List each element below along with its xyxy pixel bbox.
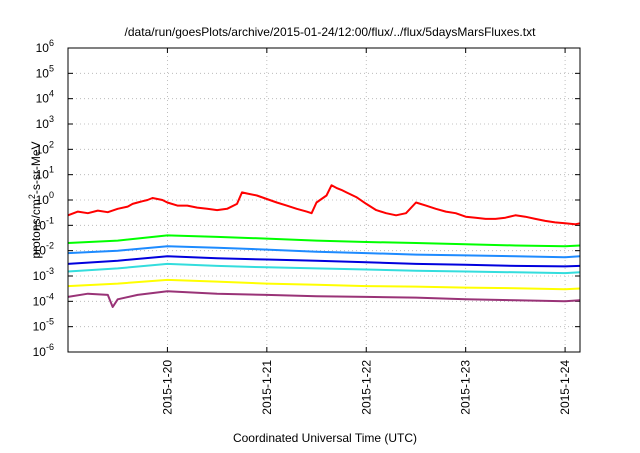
y-tick-label: 10-3 [33, 266, 54, 283]
y-tick-label: 10-5 [33, 317, 54, 334]
y-tick-label: 10-2 [33, 241, 54, 258]
y-tick-label: 10-6 [33, 342, 54, 359]
series-line [67, 245, 581, 259]
y-tick-label: 103 [36, 114, 54, 131]
x-tick-label: 2015-1-20 [160, 360, 174, 415]
plot-frame [67, 47, 581, 353]
x-axis-label: Coordinated Universal Time (UTC) [233, 431, 417, 445]
x-axis-ticks: 2015-1-20 2015-1-21 2015-1-22 2015-1-23 2015… [160, 48, 572, 415]
y-tick-label: 104 [36, 89, 54, 106]
series-line [67, 234, 581, 248]
y-tick-label: 106 [36, 38, 54, 55]
x-tick-label: 2015-1-23 [459, 360, 473, 415]
y-tick-label: 105 [36, 63, 54, 80]
series-line [67, 184, 581, 226]
series-line [67, 290, 581, 308]
x-tick-label: 2015-1-24 [558, 360, 572, 415]
x-tick-label: 2015-1-21 [260, 360, 274, 415]
y-tick-label: 10-1 [33, 215, 54, 232]
series-line [67, 255, 581, 268]
y-tick-label: 100 [36, 190, 54, 207]
chart-title: /data/run/goesPlots/archive/2015-01-24/1… [125, 25, 537, 39]
y-axis-label: protons/cm2-s-sr-MeV [27, 141, 43, 258]
series-line [67, 262, 581, 275]
y-tick-label: 101 [36, 165, 54, 182]
y-axis-ticks: 10-6 10-5 10-4 10-3 10-2 10-1 100 101 102 103 104 1… [33, 38, 580, 359]
x-tick-label: 2015-1-22 [359, 360, 373, 415]
series-layer [67, 184, 581, 308]
y-tick-label: 10-4 [33, 291, 54, 308]
series-line [67, 278, 581, 291]
y-tick-label: 102 [36, 139, 54, 156]
